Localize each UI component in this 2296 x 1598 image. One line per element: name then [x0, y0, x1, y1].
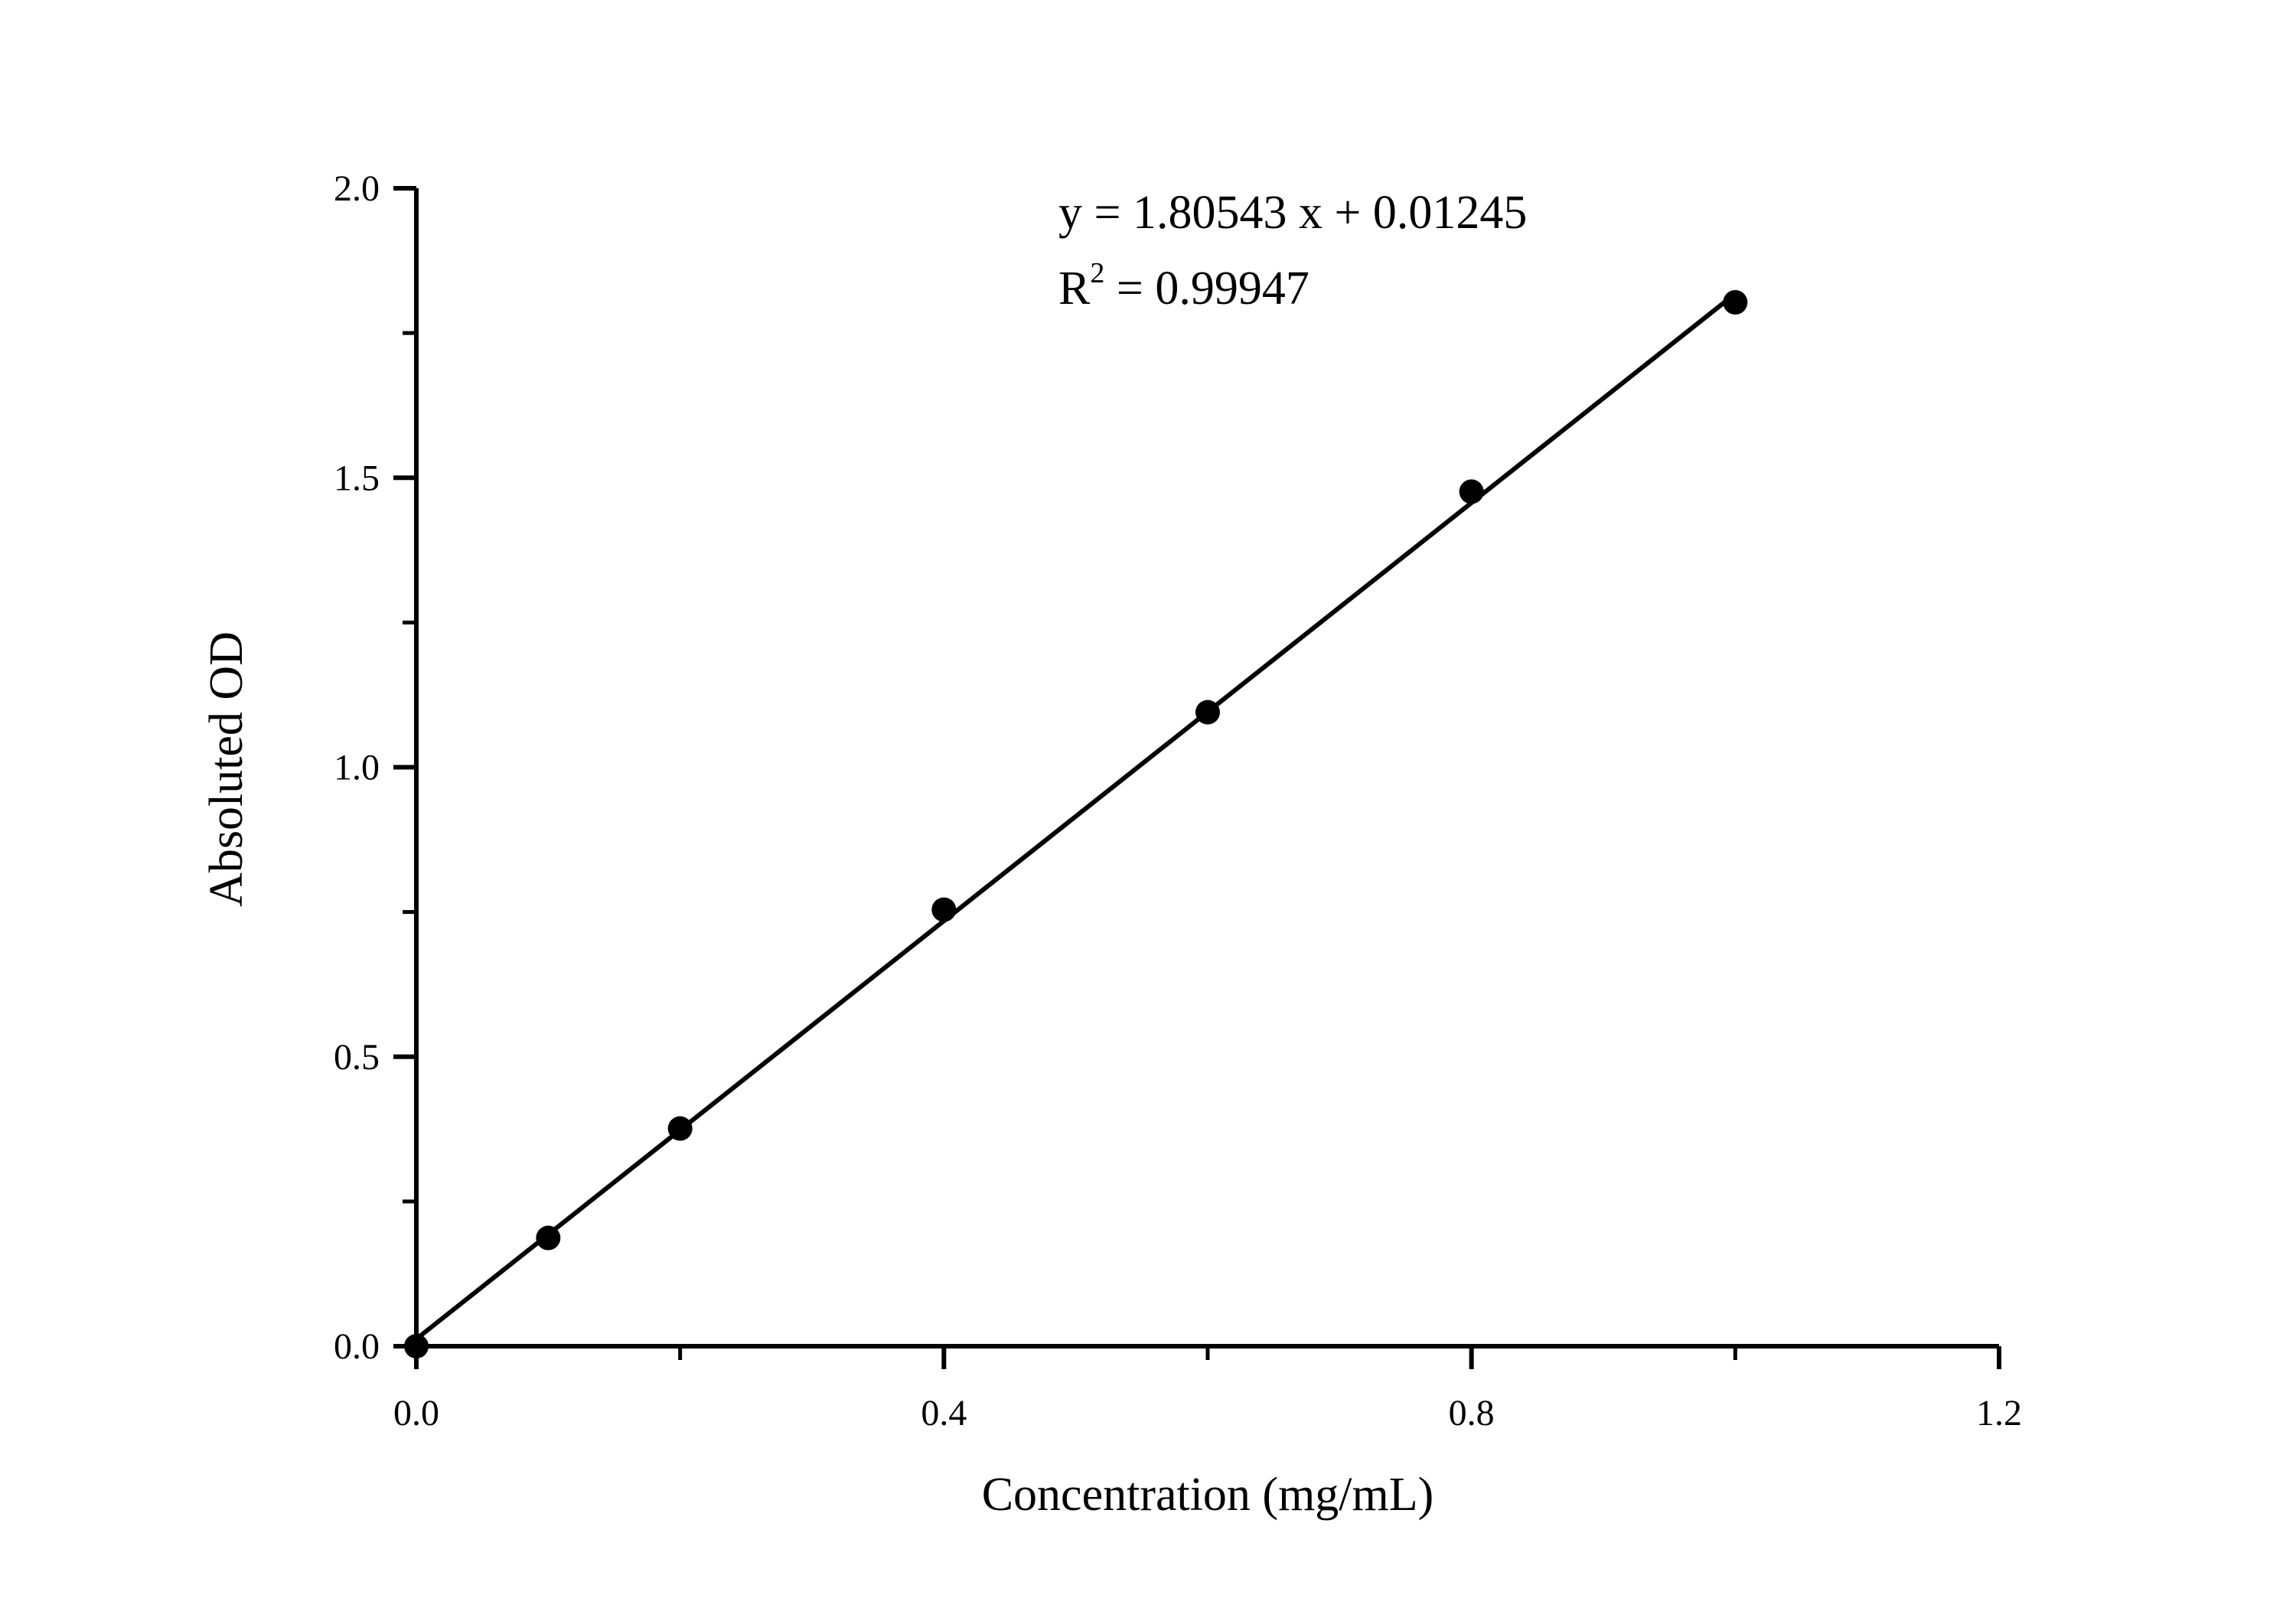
r-squared-superscript: 2 [1090, 257, 1104, 289]
data-point [1723, 290, 1748, 315]
r-squared-prefix: R [1058, 263, 1091, 315]
ticks: 0.0 0.4 0.8 1.2 0.0 0.5 1.0 1.5 2.0 [334, 168, 2022, 1433]
data-point [931, 897, 957, 922]
equation-label: y = 1.80543 x + 0.01245 [1058, 187, 1527, 239]
y-tick-label: 0.5 [334, 1037, 380, 1078]
axes [414, 188, 1999, 1349]
x-tick-label: 1.2 [1976, 1393, 2022, 1433]
x-tick-label: 0.4 [921, 1393, 967, 1433]
x-tick-label: 0.0 [393, 1393, 439, 1433]
y-tick-label: 1.5 [334, 458, 380, 498]
data-point [536, 1225, 561, 1251]
r-squared-label: R2 = 0.99947 [1058, 257, 1309, 315]
x-tick-label: 0.8 [1449, 1393, 1495, 1433]
y-tick-label: 1.0 [334, 748, 380, 788]
r-squared-value: = 0.99947 [1104, 263, 1309, 315]
data-points [404, 290, 1748, 1358]
data-point [1195, 700, 1220, 725]
fit-line [415, 292, 1737, 1341]
y-tick-label: 2.0 [334, 168, 380, 209]
data-point [1459, 479, 1484, 504]
y-tick-label: 0.0 [334, 1326, 380, 1367]
data-point [404, 1334, 429, 1358]
data-point [667, 1116, 693, 1141]
y-axis-label: Absoluted OD [201, 631, 253, 907]
x-axis-label: Concentration (mg/mL) [982, 1469, 1434, 1521]
